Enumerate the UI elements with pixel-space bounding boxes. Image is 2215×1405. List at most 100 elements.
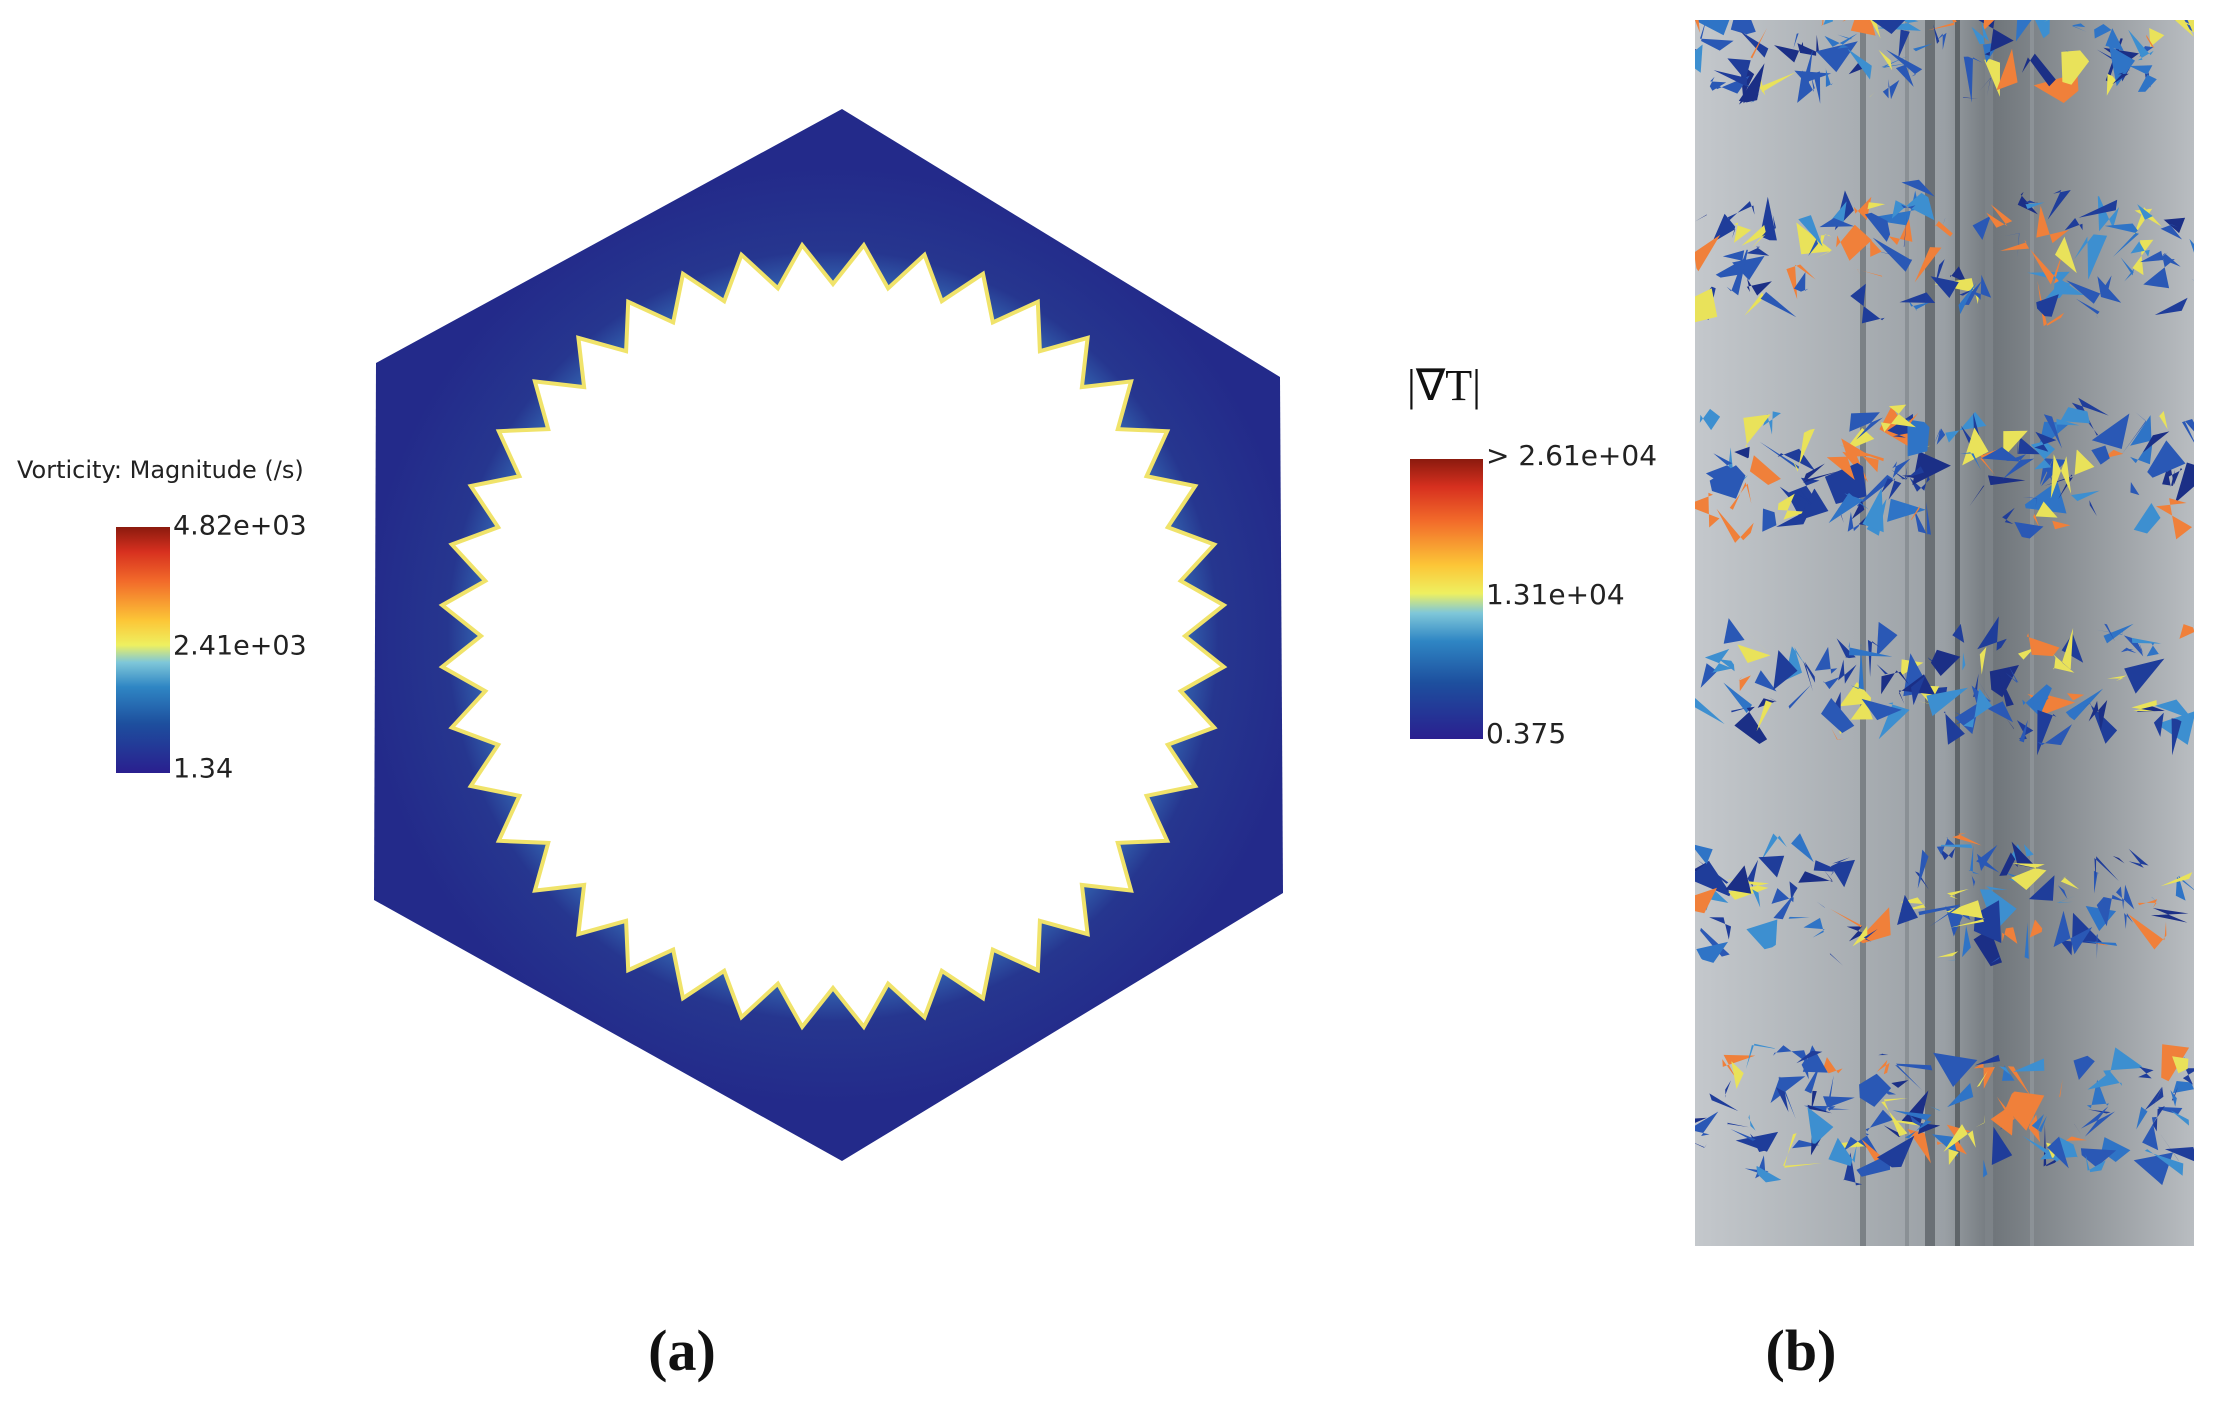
vortex-structure bbox=[1779, 486, 1806, 515]
vortex-structure bbox=[1770, 1076, 1806, 1119]
vortex-structure bbox=[1695, 20, 1710, 33]
vortex-structure bbox=[2003, 430, 2028, 458]
vortex-structure bbox=[2061, 633, 2084, 663]
vortex-structure bbox=[2142, 431, 2170, 453]
vortex-structure bbox=[1895, 63, 1914, 87]
vortex-structure bbox=[2019, 719, 2028, 743]
vortex-structure bbox=[1793, 33, 1799, 49]
vortex-structure bbox=[2067, 693, 2085, 701]
vortex-structure bbox=[2005, 665, 2019, 684]
vortex-structure bbox=[2159, 252, 2181, 267]
vortex-structure bbox=[2084, 941, 2118, 946]
vortex-structure bbox=[1881, 1098, 1908, 1137]
vortex-structure bbox=[1988, 475, 2026, 486]
vortex-structure bbox=[1869, 91, 1876, 98]
vortex-structure bbox=[2024, 922, 2029, 959]
vortex-structure bbox=[1897, 894, 1918, 925]
vortex-structure bbox=[1825, 68, 1833, 87]
vortex-structure bbox=[2112, 72, 2129, 85]
vortex-structure bbox=[1749, 455, 1781, 485]
vortex-structure bbox=[1730, 1129, 1756, 1142]
vortex-structure bbox=[1762, 508, 1777, 532]
vortex-structure bbox=[1934, 221, 1953, 237]
vortex-structure bbox=[1959, 452, 1981, 470]
vortex-structure bbox=[1882, 79, 1900, 100]
vortex-structure bbox=[1990, 1109, 2014, 1136]
vortex-structure bbox=[1695, 887, 1717, 914]
vortex-structure bbox=[1704, 648, 1733, 674]
vortex-structure bbox=[2147, 440, 2186, 478]
vortex-structure bbox=[1828, 1137, 1857, 1167]
vortex-structure bbox=[1709, 76, 1727, 91]
vortex-structure bbox=[1699, 408, 1721, 431]
vortex-structure bbox=[1823, 672, 1845, 690]
vortex-structure bbox=[1754, 670, 1777, 692]
vortex-structure bbox=[1891, 1080, 1909, 1088]
vortex-structure bbox=[2027, 271, 2071, 301]
vortex-structure bbox=[1875, 190, 1920, 226]
vortex-structure bbox=[1991, 1126, 2013, 1165]
vortex-structure bbox=[1984, 59, 2000, 97]
vortex-structure bbox=[1886, 49, 1923, 77]
vortex-structure bbox=[1878, 702, 1910, 740]
vortex-structure bbox=[1799, 428, 1815, 466]
vortex-structure bbox=[1907, 1129, 1931, 1164]
vortex-structure bbox=[1729, 482, 1752, 510]
vortex-structure bbox=[1928, 20, 1957, 31]
vortex-structure bbox=[1881, 670, 1909, 695]
vortex-structure bbox=[1804, 1071, 1818, 1094]
tube-stripe bbox=[1860, 20, 1866, 1246]
vortex-structure bbox=[1929, 1106, 1941, 1111]
vortex-structure bbox=[2179, 624, 2194, 639]
vortex-structure bbox=[2171, 718, 2182, 756]
vortex-structure bbox=[2076, 298, 2100, 315]
vortex-structure bbox=[1947, 959, 1957, 961]
vortex-structure bbox=[2074, 1123, 2082, 1136]
vortex-structure bbox=[1700, 663, 1717, 688]
vortex-structure bbox=[1769, 213, 1776, 230]
vortex-structure bbox=[1874, 1085, 1896, 1095]
vortex-structure bbox=[2052, 520, 2071, 530]
vortex-structure bbox=[2160, 872, 2193, 887]
vortex-structure bbox=[1947, 889, 1969, 900]
vortex-structure bbox=[2080, 1106, 2116, 1137]
vortex-structure bbox=[2132, 239, 2154, 276]
vortex-structure bbox=[2085, 1154, 2106, 1173]
vortex-structure bbox=[2146, 34, 2155, 48]
vortex-structure bbox=[1746, 246, 1770, 256]
vortex-structure bbox=[2043, 20, 2048, 23]
vortex-structure bbox=[1887, 498, 1926, 522]
vortex-structure bbox=[1794, 272, 1809, 292]
vortex-structure bbox=[1734, 706, 1768, 744]
vortex-structure bbox=[2112, 855, 2125, 864]
vortex-structure bbox=[1963, 688, 1993, 728]
vortex-structure bbox=[2120, 647, 2137, 654]
colorbar-label: 2.41e+03 bbox=[173, 631, 307, 662]
tube-stripe bbox=[2030, 20, 2034, 1246]
vortex-structure bbox=[1744, 292, 1765, 316]
vortex-structure bbox=[2128, 848, 2149, 868]
vortex-structure bbox=[1808, 236, 1819, 256]
vortex-structure bbox=[1837, 34, 1853, 40]
vortex-structure bbox=[1852, 925, 1868, 947]
vortex-structure bbox=[1975, 1054, 2000, 1074]
vortex-structure bbox=[1917, 849, 1929, 889]
vortex-structure bbox=[1824, 462, 1867, 504]
vortex-structure bbox=[1977, 616, 2007, 651]
vortex-structure bbox=[1968, 845, 1980, 875]
vortex-structure bbox=[1870, 239, 1882, 257]
vortex-structure bbox=[1987, 701, 2013, 723]
vortex-structure bbox=[1958, 282, 1977, 314]
vortex-structure bbox=[1979, 447, 2004, 476]
vortex-structure bbox=[2061, 50, 2090, 85]
vortex-structure bbox=[1748, 1114, 1756, 1131]
vortex-structure bbox=[2130, 435, 2154, 465]
vortex-structure bbox=[2175, 875, 2194, 901]
colorbar-label: 1.34 bbox=[173, 754, 233, 785]
vortex-structure bbox=[2144, 1086, 2164, 1111]
vortex-structure bbox=[1887, 413, 1914, 438]
vortex-structure bbox=[1850, 644, 1864, 690]
vortex-structure bbox=[1880, 404, 1916, 432]
vortex-structure bbox=[2065, 1136, 2087, 1141]
vortex-structure bbox=[2173, 1081, 2194, 1094]
